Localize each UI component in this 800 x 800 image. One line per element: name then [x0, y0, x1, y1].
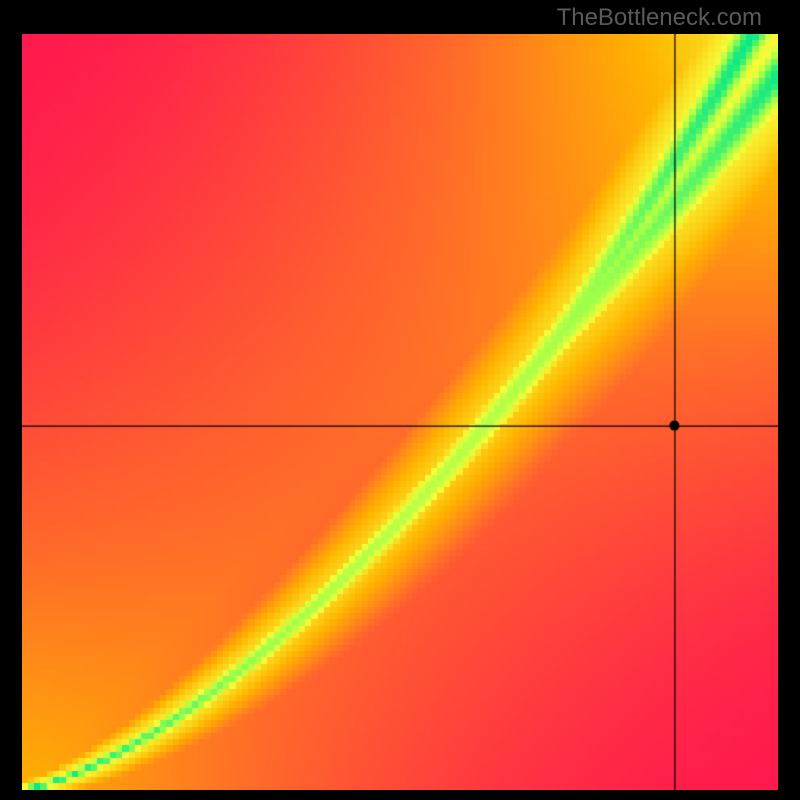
- bottleneck-heatmap: [22, 34, 778, 790]
- watermark-text: TheBottleneck.com: [557, 4, 762, 32]
